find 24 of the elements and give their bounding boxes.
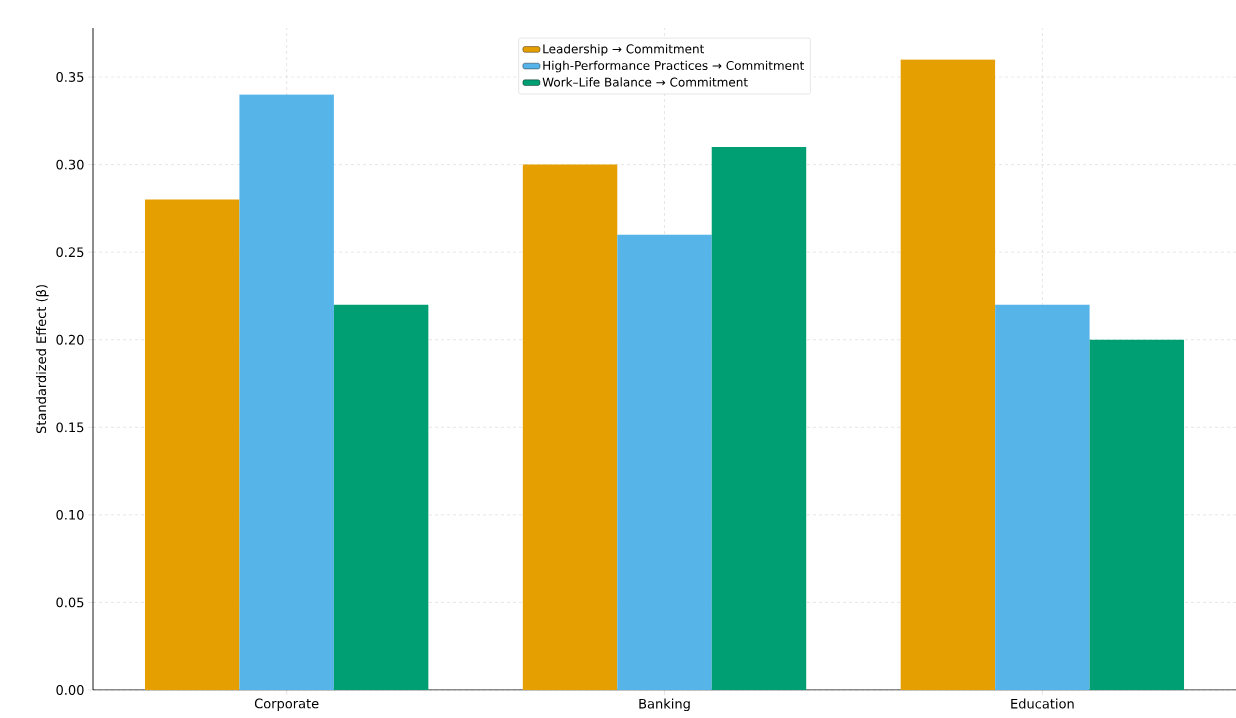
bar xyxy=(711,147,807,690)
legend-label: Work–Life Balance → Commitment xyxy=(542,77,748,87)
bar xyxy=(617,234,712,690)
bar xyxy=(1089,339,1185,690)
x-tick-label: Education xyxy=(1011,698,1074,709)
y-tick-label: 0.10 xyxy=(56,509,84,520)
x-tick-label: Corporate xyxy=(254,698,319,711)
bar xyxy=(900,59,996,690)
y-tick-label: 0.35 xyxy=(56,72,84,82)
y-tick-label: 0.00 xyxy=(56,685,84,695)
y-tick-label: 0.05 xyxy=(56,597,84,608)
bar xyxy=(239,94,334,690)
y-tick-label: 0.15 xyxy=(56,422,84,433)
y-tick-label: 0.25 xyxy=(56,247,84,258)
legend-label: High-Performance Practices → Commitment xyxy=(543,60,805,73)
x-tick-label: Banking xyxy=(639,698,690,712)
y-tick-label: 0.30 xyxy=(56,159,84,170)
y-axis-title: Standardized Effect (β) xyxy=(35,285,49,434)
legend-label: Leadership → Commitment xyxy=(543,44,705,56)
bar xyxy=(522,164,618,690)
bar xyxy=(333,304,429,690)
bar xyxy=(144,199,240,690)
bar xyxy=(995,304,1090,690)
y-tick-label: 0.20 xyxy=(56,334,84,345)
